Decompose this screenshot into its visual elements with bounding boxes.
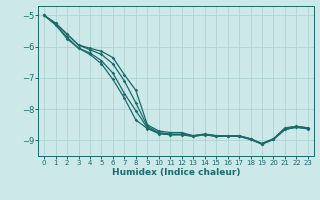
- X-axis label: Humidex (Indice chaleur): Humidex (Indice chaleur): [112, 168, 240, 177]
